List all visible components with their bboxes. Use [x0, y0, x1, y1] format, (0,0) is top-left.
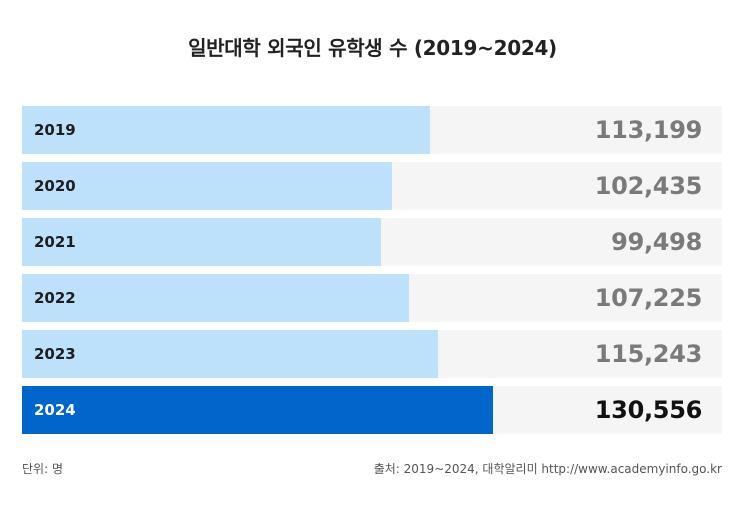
value-label: 115,243 [594, 340, 703, 368]
bar-2023 [22, 330, 438, 378]
bar-2020 [22, 162, 392, 210]
value-label: 99,498 [611, 228, 702, 256]
bar-2019 [22, 106, 431, 154]
bar-row: 2020 102,435 [22, 162, 722, 210]
source-label: 출처: 2019~2024, 대학알리미 http://www.academyi… [373, 462, 722, 476]
unit-label: 단위: 명 [22, 462, 63, 476]
chart-title: 일반대학 외국인 유학생 수 (2019~2024) [188, 36, 557, 60]
value-label: 102,435 [594, 172, 703, 200]
bar-row: 2022 107,225 [22, 274, 722, 322]
bar-row: 2023 115,243 [22, 330, 722, 378]
category-label: 2023 [34, 345, 76, 363]
bar-2024 [22, 386, 494, 434]
value-label: 130,556 [594, 396, 703, 424]
category-label: 2024 [34, 401, 76, 419]
bar-row: 2024 130,556 [22, 386, 722, 434]
bar-2021 [22, 218, 381, 266]
category-label: 2022 [34, 289, 76, 307]
bar-row: 2019 113,199 [22, 106, 722, 154]
category-label: 2021 [34, 233, 76, 251]
bar-2022 [22, 274, 409, 322]
value-label: 107,225 [594, 284, 703, 312]
value-label: 113,199 [594, 116, 703, 144]
category-label: 2019 [34, 121, 76, 139]
bar-chart: 2019 113,199 2020 102,435 2021 99,498 2022 107,… [22, 106, 722, 442]
category-label: 2020 [34, 177, 76, 195]
bar-row: 2021 99,498 [22, 218, 722, 266]
